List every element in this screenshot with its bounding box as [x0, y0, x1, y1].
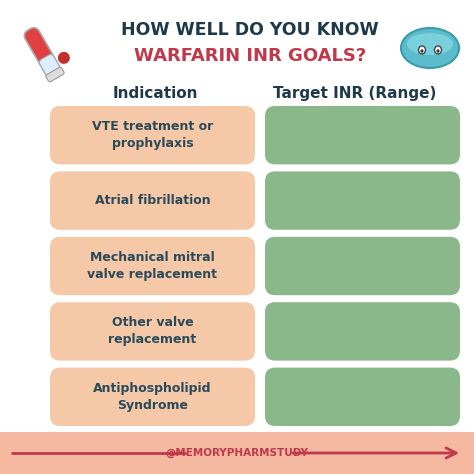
Text: @MEMORYPHARMSTUDY: @MEMORYPHARMSTUDY — [165, 448, 309, 458]
FancyBboxPatch shape — [46, 67, 64, 82]
FancyBboxPatch shape — [24, 27, 60, 76]
Circle shape — [58, 52, 70, 64]
FancyBboxPatch shape — [265, 106, 460, 164]
FancyBboxPatch shape — [265, 172, 460, 230]
Text: Antiphospholipid
Syndrome: Antiphospholipid Syndrome — [93, 382, 212, 412]
Ellipse shape — [407, 33, 453, 55]
Text: WARFARIN INR GOALS?: WARFARIN INR GOALS? — [134, 47, 366, 65]
FancyBboxPatch shape — [0, 432, 474, 474]
FancyBboxPatch shape — [50, 172, 255, 230]
Ellipse shape — [401, 28, 459, 68]
FancyBboxPatch shape — [265, 368, 460, 426]
Text: Atrial fibrillation: Atrial fibrillation — [95, 194, 210, 207]
Ellipse shape — [420, 49, 423, 53]
FancyBboxPatch shape — [50, 237, 255, 295]
FancyBboxPatch shape — [50, 106, 255, 164]
Ellipse shape — [419, 46, 426, 54]
Text: HOW WELL DO YOU KNOW: HOW WELL DO YOU KNOW — [121, 21, 379, 39]
Text: Indication: Indication — [112, 85, 198, 100]
Text: Other valve
replacement: Other valve replacement — [109, 317, 197, 346]
Text: Target INR (Range): Target INR (Range) — [273, 85, 437, 100]
FancyBboxPatch shape — [50, 302, 255, 361]
Ellipse shape — [437, 49, 439, 53]
FancyBboxPatch shape — [265, 237, 460, 295]
Ellipse shape — [435, 46, 441, 54]
Text: Mechanical mitral
valve replacement: Mechanical mitral valve replacement — [88, 251, 218, 281]
FancyBboxPatch shape — [39, 55, 61, 77]
FancyBboxPatch shape — [265, 302, 460, 361]
FancyBboxPatch shape — [50, 368, 255, 426]
Text: VTE treatment or
prophylaxis: VTE treatment or prophylaxis — [92, 120, 213, 150]
